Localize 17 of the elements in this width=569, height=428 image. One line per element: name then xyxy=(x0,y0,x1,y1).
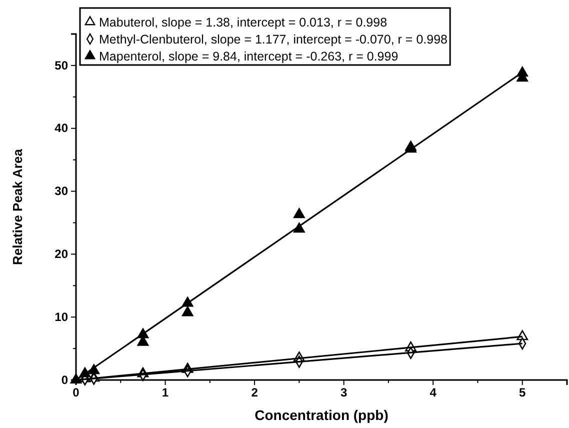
y-tick-label: 30 xyxy=(54,184,68,198)
x-tick-label: 2 xyxy=(251,386,258,400)
y-tick-label: 40 xyxy=(54,121,68,136)
x-tick-label: 4 xyxy=(430,386,437,400)
x-axis-title: Concentration (ppb) xyxy=(254,407,388,423)
y-axis-title: Relative Peak Area xyxy=(10,148,25,265)
x-tick-label: 1 xyxy=(162,386,169,400)
x-tick-label: 0 xyxy=(72,386,80,400)
y-tick-label: 0 xyxy=(61,372,68,387)
y-tick-label: 50 xyxy=(54,58,68,72)
legend-label: Mabuterol, slope = 1.38, intercept = 0.013, r = 0.998 xyxy=(99,16,388,30)
x-tick-label: 3 xyxy=(340,386,348,400)
y-tick-label: 20 xyxy=(54,247,68,262)
legend-label: Methyl-Clenbuterol, slope = 1.177, intercept = -0.070, r = 0.998 xyxy=(99,32,448,46)
legend-label: Mapenterol, slope = 9.84, intercept = -0.263, r = 0.999 xyxy=(99,50,398,64)
x-tick-label: 5 xyxy=(519,386,526,400)
y-tick-label: 10 xyxy=(54,310,68,324)
